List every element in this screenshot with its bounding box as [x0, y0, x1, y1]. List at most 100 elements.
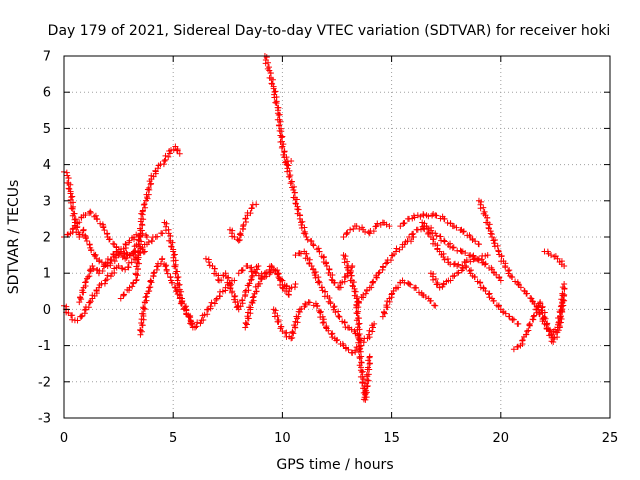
data-point — [560, 296, 567, 303]
data-point — [370, 278, 377, 285]
data-point — [82, 278, 89, 285]
data-point — [344, 229, 351, 236]
data-point — [288, 157, 295, 164]
data-point — [369, 279, 376, 286]
data-point — [395, 284, 402, 291]
data-point — [506, 267, 513, 274]
data-point — [365, 331, 372, 338]
data-point — [246, 280, 253, 287]
data-point — [83, 238, 90, 245]
data-point — [432, 302, 439, 309]
data-point — [85, 273, 92, 280]
data-point — [256, 280, 263, 287]
data-point — [119, 265, 126, 272]
data-point — [77, 294, 84, 301]
data-point — [72, 216, 79, 223]
data-point — [272, 88, 279, 95]
data-point — [527, 294, 534, 301]
x-tick-label: 0 — [60, 431, 68, 446]
data-point — [86, 267, 93, 274]
data-point — [171, 263, 178, 270]
series-track-n — [270, 299, 365, 356]
axis-ticks: 0 5 10 15 20 25 -3 -2 -1 0 1 2 3 4 5 6 7 — [38, 50, 618, 447]
data-point — [425, 213, 432, 220]
data-point — [100, 224, 107, 231]
data-point — [239, 267, 246, 274]
series-track-r — [353, 234, 417, 309]
data-point — [290, 186, 297, 193]
data-point — [356, 337, 363, 344]
data-point — [362, 290, 369, 297]
data-point — [417, 213, 424, 220]
series-track-t — [397, 211, 482, 248]
data-point — [86, 273, 93, 280]
data-point — [65, 185, 72, 192]
data-point — [359, 379, 366, 386]
data-point — [236, 237, 243, 244]
data-point — [82, 232, 89, 239]
data-point — [502, 310, 509, 317]
data-point — [496, 274, 503, 281]
data-point — [175, 282, 182, 289]
data-point — [326, 294, 333, 301]
data-point — [281, 148, 288, 155]
data-point — [444, 256, 451, 263]
data-point — [374, 220, 381, 227]
data-point — [365, 364, 372, 371]
data-point — [279, 143, 286, 150]
data-point — [436, 284, 443, 291]
data-point — [135, 260, 142, 267]
data-point — [279, 133, 286, 140]
y-tick-label: -3 — [38, 412, 51, 427]
data-point — [454, 270, 461, 277]
data-point — [524, 328, 531, 335]
x-tick-label: 20 — [493, 431, 510, 446]
data-point — [315, 278, 322, 285]
data-point — [559, 290, 566, 297]
series-track-a — [61, 168, 150, 269]
data-point — [115, 262, 122, 269]
data-point — [158, 256, 165, 263]
data-point — [475, 257, 482, 264]
y-tick-label: 2 — [43, 231, 51, 246]
data-point — [211, 300, 218, 307]
data-point — [237, 230, 244, 237]
data-point — [235, 237, 242, 244]
data-point — [81, 306, 88, 313]
y-tick-label: 7 — [43, 50, 51, 65]
data-points — [61, 53, 568, 403]
data-point — [557, 313, 564, 320]
data-point — [362, 387, 369, 394]
chart-title: Day 179 of 2021, Sidereal Day-to-day VTE… — [48, 23, 611, 39]
data-point — [140, 201, 147, 208]
data-point — [87, 209, 94, 216]
data-point — [427, 297, 434, 304]
data-point — [249, 294, 256, 301]
data-point — [303, 234, 310, 240]
data-point — [67, 181, 74, 188]
data-point — [206, 262, 213, 269]
data-point — [319, 319, 326, 326]
data-point — [261, 273, 268, 280]
data-point — [383, 260, 390, 267]
data-point — [192, 324, 199, 331]
data-point — [480, 284, 487, 291]
data-point — [414, 212, 421, 219]
data-point — [231, 277, 238, 284]
data-point — [463, 256, 470, 263]
data-point — [319, 287, 326, 294]
data-point — [126, 237, 133, 244]
data-point — [308, 263, 315, 270]
data-point — [250, 293, 257, 300]
data-point — [304, 236, 311, 243]
data-point — [137, 326, 144, 333]
data-point — [129, 283, 136, 290]
data-point — [408, 238, 415, 245]
data-point — [140, 304, 147, 311]
data-point — [228, 289, 235, 296]
data-point — [365, 377, 372, 384]
data-point — [172, 270, 179, 277]
data-point — [291, 322, 298, 329]
data-point — [78, 313, 85, 320]
data-point — [99, 267, 106, 274]
